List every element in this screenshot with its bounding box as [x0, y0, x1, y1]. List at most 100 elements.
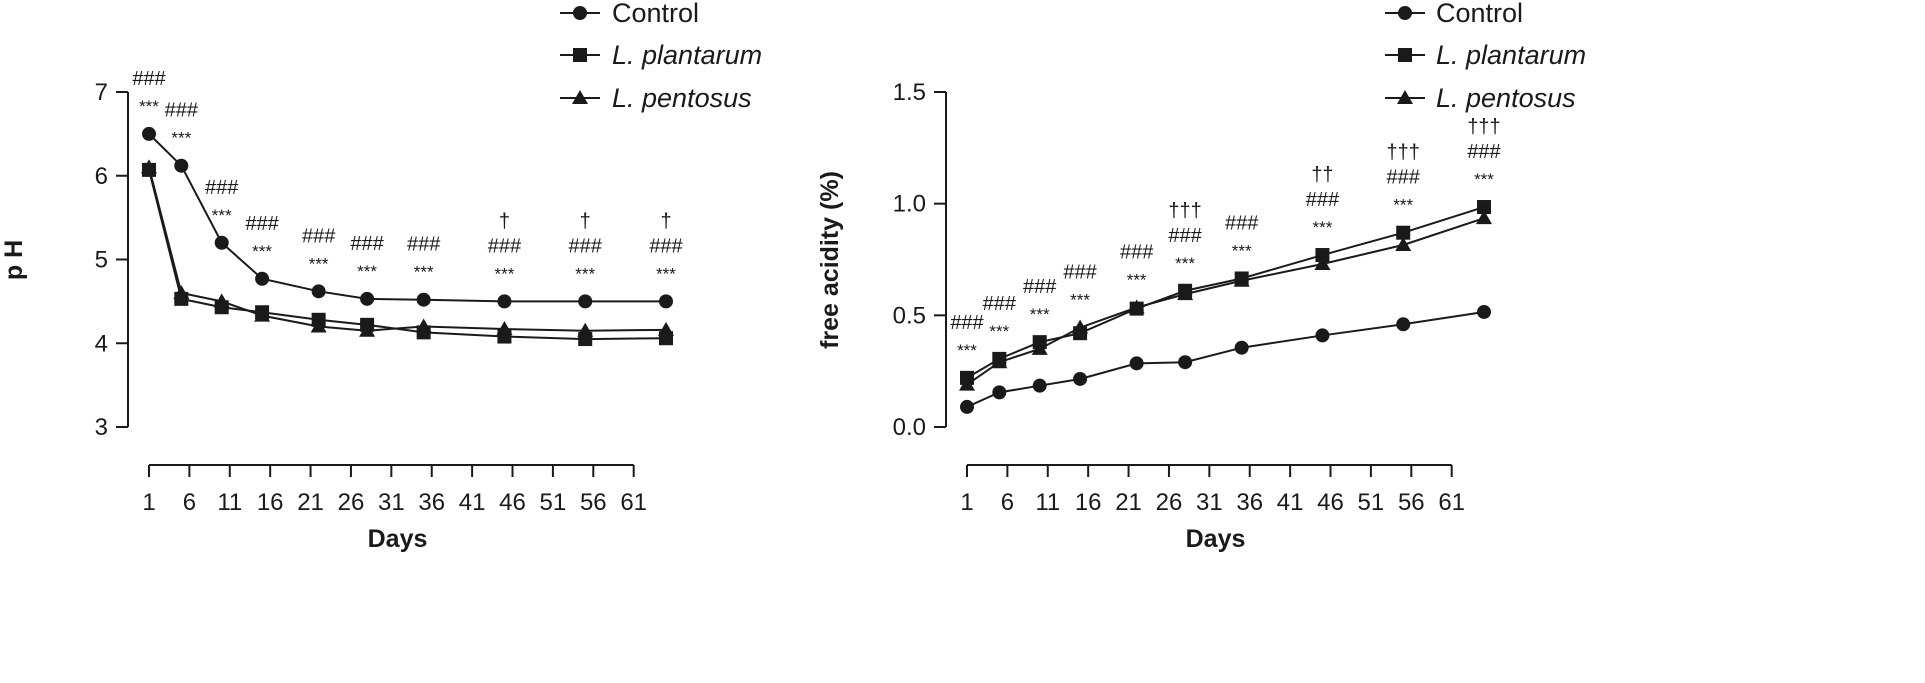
data-point [659, 294, 673, 309]
series-line [966, 206, 1485, 379]
significance-label: ††† [1387, 142, 1420, 164]
data-point [174, 158, 189, 173]
y-axis-title: free acidity (%) [816, 171, 844, 349]
x-tick-label: 41 [1277, 489, 1304, 516]
x-tick-label: 6 [1001, 489, 1014, 516]
data-point [992, 385, 1007, 400]
significance-label: †† [1311, 164, 1333, 186]
data-point [1072, 319, 1089, 334]
data-point [1315, 328, 1330, 343]
legend-label: L. plantarum [1436, 40, 1586, 70]
y-tick-label: 7 [95, 79, 108, 106]
data-point [1031, 340, 1048, 355]
significance-label: ††† [1168, 200, 1201, 222]
x-tick-label: 31 [1196, 489, 1223, 516]
data-point [359, 322, 376, 337]
x-tick-label: 11 [1035, 489, 1060, 516]
data-point [1315, 248, 1330, 263]
significance-label: ### [983, 293, 1017, 315]
data-point [311, 284, 326, 299]
data-point [214, 235, 229, 250]
series-circle [142, 126, 673, 309]
x-tick-label: 1 [142, 489, 155, 516]
data-point [577, 322, 594, 337]
data-point [360, 291, 375, 306]
series-line [148, 167, 667, 332]
y-tick-label: 3 [95, 414, 108, 441]
significance-label: ### [1023, 276, 1057, 298]
y-tick-label: 6 [95, 163, 108, 190]
data-point [1396, 317, 1411, 332]
data-point [1177, 286, 1194, 301]
significance-label: † [499, 210, 510, 232]
y-tick-label: 0.0 [893, 414, 926, 441]
y-tick-label: 1.5 [893, 79, 926, 106]
legend-label: Control [1436, 0, 1523, 28]
significance-label: *** [575, 264, 595, 283]
x-tick-label: 31 [378, 489, 405, 516]
legend-marker [573, 48, 587, 62]
data-point [142, 126, 156, 141]
significance-label: ### [649, 235, 683, 257]
data-point [991, 354, 1008, 369]
x-tick-label: 6 [183, 489, 196, 516]
legend-label: L. pentosus [612, 83, 752, 113]
significance-label: *** [171, 129, 191, 148]
significance-label: *** [989, 322, 1009, 341]
significance-label: ### [1467, 141, 1501, 163]
legend-marker [1398, 48, 1412, 62]
data-point [497, 294, 512, 309]
data-point [1234, 340, 1249, 355]
x-tick-label: 36 [418, 489, 445, 516]
series-circle [960, 304, 1491, 414]
significance-label: *** [1030, 305, 1050, 324]
significance-label: ### [205, 177, 239, 199]
significance-label: *** [1175, 254, 1195, 273]
significance-label: † [580, 210, 591, 232]
data-point [1396, 225, 1411, 240]
significance-label: *** [656, 264, 676, 283]
significance-label: † [660, 210, 671, 232]
y-tick-label: 0.5 [893, 302, 926, 329]
significance-label: *** [252, 242, 272, 261]
data-point [310, 318, 327, 333]
data-point [416, 292, 431, 307]
legend-marker [1398, 6, 1412, 20]
x-tick-label: 41 [459, 489, 486, 516]
series-line [966, 310, 1485, 408]
series-line [148, 169, 667, 341]
significance-label: *** [1127, 271, 1147, 290]
x-tick-label: 16 [257, 489, 284, 516]
data-point [1128, 299, 1145, 314]
x-tick-label: 46 [1317, 489, 1344, 516]
x-tick-label: 26 [1156, 489, 1183, 516]
significance-label: ### [350, 233, 384, 255]
y-axis-title: p H [0, 240, 28, 280]
legend-label: L. pentosus [1436, 83, 1576, 113]
x-tick-label: 21 [297, 489, 324, 516]
significance-label: ### [1063, 262, 1097, 284]
x-axis-title: Days [1186, 525, 1246, 553]
x-tick-label: 61 [1438, 489, 1465, 516]
significance-label: ### [569, 235, 603, 257]
data-point [415, 318, 432, 333]
significance-label: ### [407, 234, 441, 256]
data-point [1477, 304, 1491, 319]
data-point [1476, 210, 1492, 225]
legend-marker [1397, 90, 1413, 104]
legend-label: Control [612, 0, 699, 28]
data-point [254, 307, 271, 322]
significance-label: ### [165, 100, 199, 122]
significance-label: *** [1313, 218, 1333, 237]
series-line [148, 133, 666, 303]
series-triangle [141, 159, 674, 337]
data-point [255, 271, 270, 286]
y-tick-label: 5 [95, 247, 108, 274]
x-axis-title: Days [368, 525, 428, 553]
data-point [578, 294, 593, 309]
data-point [959, 376, 975, 391]
series-triangle [959, 210, 1492, 391]
y-tick-label: 1.0 [893, 191, 926, 218]
